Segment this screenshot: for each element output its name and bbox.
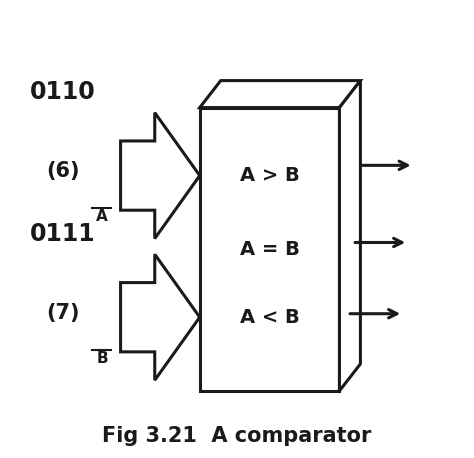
Polygon shape (339, 81, 360, 391)
Text: (7): (7) (46, 303, 80, 323)
Text: A: A (96, 209, 108, 224)
Text: A = B: A = B (240, 240, 300, 259)
Text: (6): (6) (46, 161, 80, 181)
Polygon shape (120, 254, 200, 380)
Text: Fig 3.21  A comparator: Fig 3.21 A comparator (102, 426, 372, 446)
Polygon shape (120, 113, 200, 239)
Polygon shape (200, 108, 339, 391)
Text: 0111: 0111 (30, 222, 95, 246)
Text: B: B (96, 351, 108, 366)
Text: A > B: A > B (240, 166, 300, 185)
Text: 0110: 0110 (30, 81, 96, 104)
Polygon shape (200, 81, 360, 108)
Text: A < B: A < B (240, 308, 300, 327)
